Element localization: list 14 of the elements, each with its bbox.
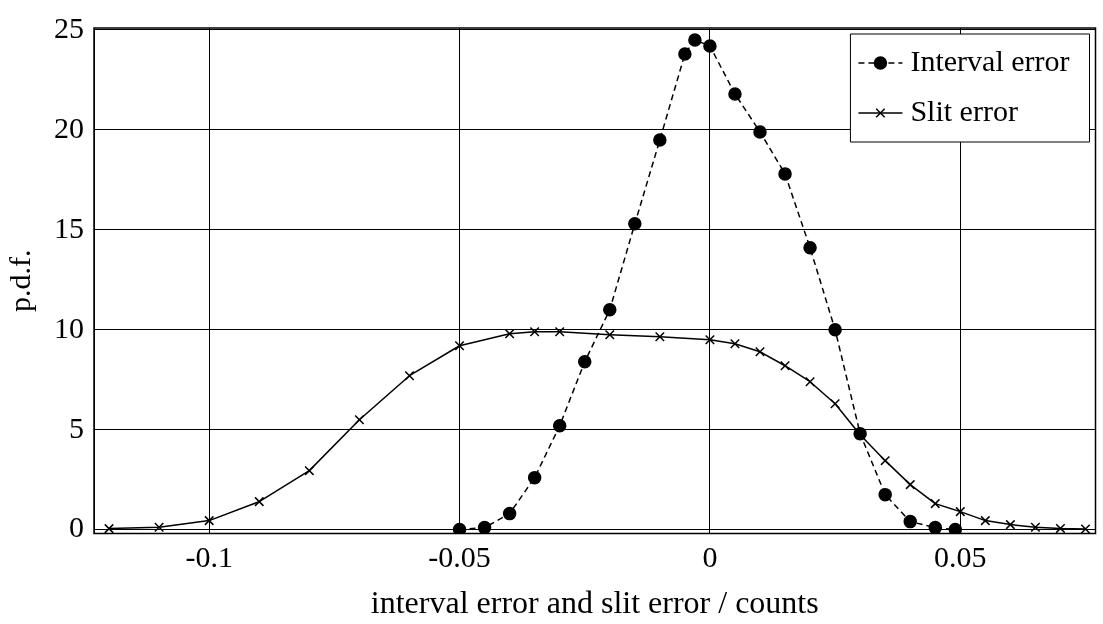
- y-tick-label: 10: [54, 310, 84, 344]
- legend-label: Interval error: [910, 43, 1070, 77]
- y-tick-label: 25: [54, 10, 84, 44]
- y-axis-title: p.d.f.: [2, 249, 36, 313]
- x-axis-title: interval error and slit error / counts: [370, 584, 819, 621]
- x-tick-label: 0: [702, 540, 718, 574]
- x-tick-label: -0.05: [428, 540, 491, 574]
- y-tick-label: 20: [54, 110, 84, 144]
- y-tick-label: 0: [69, 510, 84, 544]
- y-tick-label: 5: [69, 410, 84, 444]
- y-tick-label: 15: [54, 210, 84, 244]
- x-tick-label: 0.05: [934, 540, 987, 574]
- x-tick-label: -0.1: [185, 540, 233, 574]
- legend-label: Slit error: [910, 93, 1018, 127]
